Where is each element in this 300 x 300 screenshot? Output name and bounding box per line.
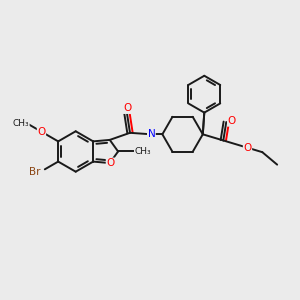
Text: O: O <box>227 116 236 126</box>
Text: O: O <box>123 103 131 113</box>
Text: CH₃: CH₃ <box>134 147 151 156</box>
Text: N: N <box>148 129 155 139</box>
Text: O: O <box>243 143 252 153</box>
Text: O: O <box>37 127 46 137</box>
Text: CH₃: CH₃ <box>13 118 29 127</box>
Text: O: O <box>106 158 115 168</box>
Text: Br: Br <box>29 167 41 177</box>
